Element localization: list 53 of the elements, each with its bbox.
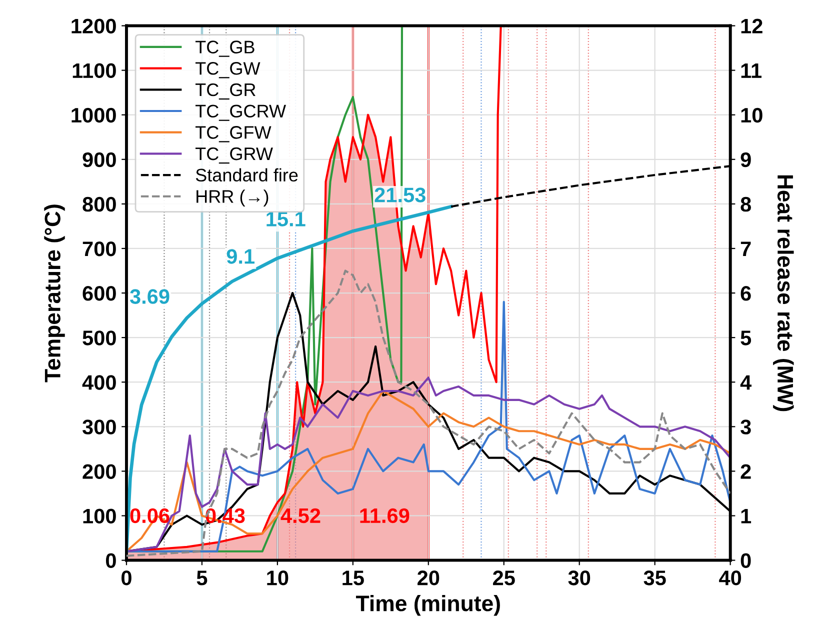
x-tick-label: 25 xyxy=(493,570,515,586)
y-tick-label: 600 xyxy=(82,286,116,301)
y2-tick-label: 6 xyxy=(740,286,751,301)
y-tick-label: 100 xyxy=(83,508,116,524)
y-tick-label: 200 xyxy=(82,464,116,479)
legend-label: TC_GR xyxy=(195,83,256,100)
y2-tick-label: 12 xyxy=(741,18,762,34)
y2-tick-label: 2 xyxy=(740,464,751,479)
legend-label: TC_GB xyxy=(195,40,254,57)
annotation: 15.1 xyxy=(266,212,306,226)
legend-label: TC_GRW xyxy=(195,147,273,164)
y2-tick-label: 7 xyxy=(740,242,751,256)
y2-tick-label: 8 xyxy=(740,196,751,212)
legend-label: TC_GW xyxy=(195,62,260,78)
annotation: 3.69 xyxy=(130,289,170,304)
y2-tick-label: 11 xyxy=(741,64,762,78)
y-tick-label: 800 xyxy=(82,196,116,212)
y-tick-label: 1000 xyxy=(72,108,116,123)
y2-tick-label: 3 xyxy=(740,420,751,434)
y-axis-title: Temperature (°C) xyxy=(44,204,65,382)
y-tick-label: 900 xyxy=(82,152,116,168)
y2-axis-title: Heat release rate (MW) xyxy=(773,175,794,412)
y2-tick-label: 4 xyxy=(740,375,752,390)
annotation: 9.1 xyxy=(226,249,254,264)
x-tick-label: 20 xyxy=(418,570,440,586)
x-tick-label: 10 xyxy=(267,570,288,586)
y2-tick-label: 0 xyxy=(740,553,751,568)
y2-tick-label: 1 xyxy=(741,508,752,524)
annotation: 4.52 xyxy=(280,508,320,524)
y-tick-label: 0 xyxy=(106,553,116,568)
x-tick-label: 40 xyxy=(719,570,742,586)
annotation: 0.06 xyxy=(130,508,170,524)
y-tick-label: 1100 xyxy=(72,63,116,78)
x-tick-label: 0 xyxy=(122,570,132,586)
y2-tick-label: 9 xyxy=(740,152,751,168)
legend-label: HRR (→) xyxy=(196,190,268,206)
legend-label: TC_GCRW xyxy=(195,104,286,121)
x-tick-label: 35 xyxy=(644,570,666,586)
y2-tick-label: 5 xyxy=(740,330,752,346)
y-tick-label: 1200 xyxy=(72,18,116,34)
legend-label: Standard fire xyxy=(196,168,298,182)
x-tick-label: 30 xyxy=(568,570,590,586)
x-axis-title: Time (minute) xyxy=(356,594,500,616)
y-tick-label: 400 xyxy=(82,375,116,390)
annotation: 21.53 xyxy=(374,188,426,202)
y-tick-label: 300 xyxy=(82,420,116,434)
x-tick-label: 15 xyxy=(342,570,364,586)
legend-label: TC_GFW xyxy=(195,126,272,142)
y-tick-label: 700 xyxy=(82,241,116,256)
y-tick-label: 500 xyxy=(82,330,116,346)
y2-tick-label: 10 xyxy=(741,108,762,123)
annotation: 11.69 xyxy=(360,508,410,524)
x-tick-label: 5 xyxy=(196,570,208,586)
